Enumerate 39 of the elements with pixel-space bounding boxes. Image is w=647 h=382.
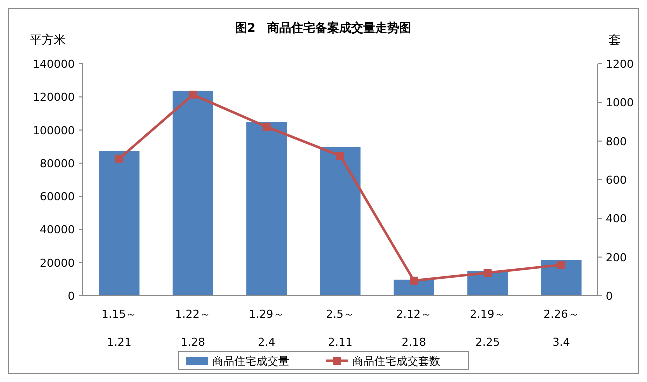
y-tick-label: 140000 [33,58,75,71]
point [558,261,566,270]
y2-tick-label: 0 [606,290,613,303]
y2-tick-label: 600 [606,174,627,187]
y-tick-label: 80000 [40,157,75,170]
y-tick-label: 120000 [33,91,75,104]
y2-tick-label: 800 [606,135,627,148]
y2-tick-label: 200 [606,251,627,264]
y2-tick-label: 1000 [606,96,634,110]
point [115,154,124,163]
bar [320,147,361,296]
bar [99,151,140,296]
legend-label: 商品住宅成交量 [212,355,290,368]
y2-axis-title: 套 [609,33,621,47]
category-label: 2.5～ 2.11 [326,308,355,349]
y-tick-label: 40000 [40,224,75,237]
category-label: 2.19～ 2.25 [470,308,506,349]
bar [172,91,214,296]
legend-label: 商品住宅成交套数 [352,355,440,368]
bar [541,260,582,296]
y-tick-label: 20000 [40,256,75,270]
category-label: 1.22～ 1.28 [175,308,211,349]
y-tick-label: 0 [68,290,75,303]
y-tick-label: 100000 [33,124,75,138]
point [484,268,492,277]
y-tick-label: 60000 [40,190,75,204]
category-label: 2.12～ 2.18 [396,308,432,349]
chart-title: 图2 商品住宅备案成交量走势图 [235,21,412,35]
point [262,123,271,132]
category-label: 1.15～ 1.21 [102,308,138,349]
category-label: 2.26～ 3.4 [544,308,580,349]
category-label: 1.29～ 2.4 [249,308,285,349]
point [410,276,418,285]
y2-tick-label: 400 [606,212,627,226]
y2-tick-label: 1200 [606,58,634,71]
bar [246,122,288,296]
y-axis-title: 平方米 [30,33,66,47]
point [189,90,198,99]
point [336,152,344,160]
